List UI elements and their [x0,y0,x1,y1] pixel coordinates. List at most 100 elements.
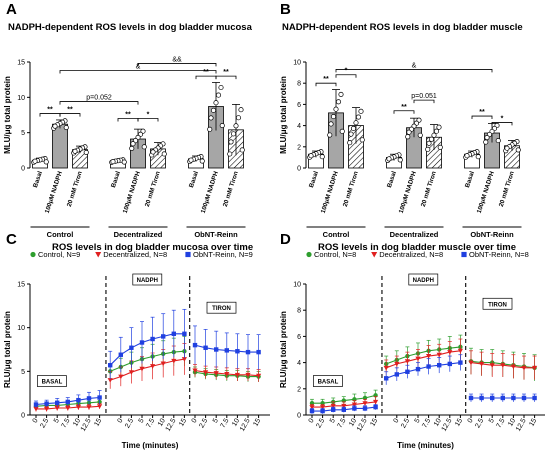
panel-d-data-point [511,395,516,401]
panel-d-x-tick-label: 15 [369,417,379,427]
panel-d-phase-box [408,273,439,286]
panel-c-phase-box [206,301,237,314]
panel-a-data-point [227,151,233,157]
panel-c-x-tick-label: 5 [212,417,220,424]
panel-b-data-point [405,134,411,140]
panel-a-data-point [208,115,214,121]
panel-b-category-label: 100μM NADPH [476,170,496,214]
panel-d-data-point [521,395,527,401]
panel-b-data-point [338,91,344,97]
panel-b-group-label: Decentralized [390,230,439,239]
panel-c-data-point [192,368,198,374]
panel-d-x-tick-label: 0 [393,417,401,424]
panel-a-data-point [72,148,78,154]
panel-c-data-point [234,372,240,378]
panel-d-data-point [309,408,315,414]
panel-c-data-point [97,404,103,409]
panel-c-legend-label: ObNT-Reinn, N=9 [193,250,253,259]
panel-a-data-point [129,145,135,151]
panel-c-data-point [44,401,49,406]
panel-b-bracket [315,82,337,87]
panel-b-data-point [431,132,437,138]
panel-a-significance-label: ** [47,107,53,114]
panel-b-category-label: 20 mM Tiron [420,170,438,207]
panel-b-data-point [483,139,489,145]
panel-c-phase-label: BASAL [42,380,63,386]
panel-b-data-point [355,114,362,120]
panel-b-data-point [308,153,314,159]
panel-d-x-tick-label: 5 [488,417,496,424]
panel-a-y-tick-label: 10 [17,95,25,102]
panel-a-data-point [238,107,244,113]
panel-d-data-point [521,365,527,371]
panel-d-data-point [320,408,325,414]
panel-c-x-tick-label: 5 [138,417,146,424]
panel-d-x-tick-label: 5 [414,417,422,424]
panel-b-data-point [433,128,440,134]
panel-c-x-tick-label: 15 [252,417,262,427]
panel-d-x-tick-label: 2.5 [315,417,326,429]
panel-d-data-point [384,376,389,381]
panel-b-title: NADPH-dependent ROS levels in dog bladde… [282,22,523,33]
panel-c-x-tick-label: 7.5 [145,417,156,429]
panel-d-data-point [352,406,357,411]
panel-d-data-point [532,365,538,371]
panel-b-data-point [475,154,481,160]
panel-c-phase-label: TIRON [212,306,231,312]
panel-d-data-point [437,363,442,368]
panel-a-data-point [235,115,242,121]
panel-b-category-label: 20 mM Tiron [498,170,516,207]
panel-d-data-point [447,361,452,367]
panel-c-data-point [150,364,156,369]
panel-d-data-point [383,365,389,371]
panel-a-data-point [215,92,222,98]
panel-c-data-point [150,336,155,342]
panel-b-significance-label: * [345,68,348,75]
panel-c-title: ROS levels in dog bladder mucosa over ti… [52,242,253,253]
panel-b-y-tick-label: 4 [297,123,301,130]
panel-d-x-tick-label: 0 [467,417,475,424]
panel-a-significance-label: && [172,56,182,63]
panel-d-x-tick-label: 15 [528,417,538,427]
panel-c-data-point [118,352,123,357]
panel-b-y-axis-label: MLU/μg total protein [279,76,288,154]
panel-c-x-tick-label: 0 [32,417,40,424]
panel-c-y-tick-label: 15 [17,282,25,289]
panel-c-data-point [160,361,166,367]
panel-c-legend-label: Decentralized, N=8 [103,250,167,259]
panel-c-data-point [128,370,134,375]
panel-b-group-label: Control [323,230,350,239]
panel-d-data-point [394,372,399,377]
panel-d-data-point [489,363,495,368]
panel-a-bracket [59,113,81,117]
panel-a-data-point [161,151,167,157]
panel-c-x-tick-label: 0 [191,417,199,424]
panel-d-phase-label: BASAL [318,380,339,386]
panel-c-data-point [214,347,219,352]
panel-a-data-point [199,158,205,164]
panel-d-data-point [373,404,378,410]
panel-c-data-point [256,349,261,355]
panel-d-data-point [436,352,442,358]
panel-b-bracket [335,69,493,73]
panel-a-bracket [117,118,139,122]
panel-a-y-tick-label: 15 [17,60,25,67]
panel-b-data-point [464,153,470,159]
panel-a-group-label: Decentralized [114,230,163,239]
panel-a-data-point [219,122,225,129]
panel-d-y-tick-label: 2 [297,386,301,393]
panel-c-data-point [181,357,187,362]
panel-b-data-point [347,140,353,146]
panel-d-data-point [362,401,368,406]
panel-a-data-point [228,139,234,145]
panel-c-y-tick-label: 10 [17,325,25,332]
panel-d-letter: D [280,231,291,248]
panel-b-category-label: Basal [308,170,320,188]
panel-d-data-point [458,360,463,365]
panel-a-significance-label: * [147,112,150,119]
panel-a-bracket [195,75,217,80]
panel-d-y-tick-label: 0 [297,413,301,420]
panel-c-data-point [171,331,176,336]
